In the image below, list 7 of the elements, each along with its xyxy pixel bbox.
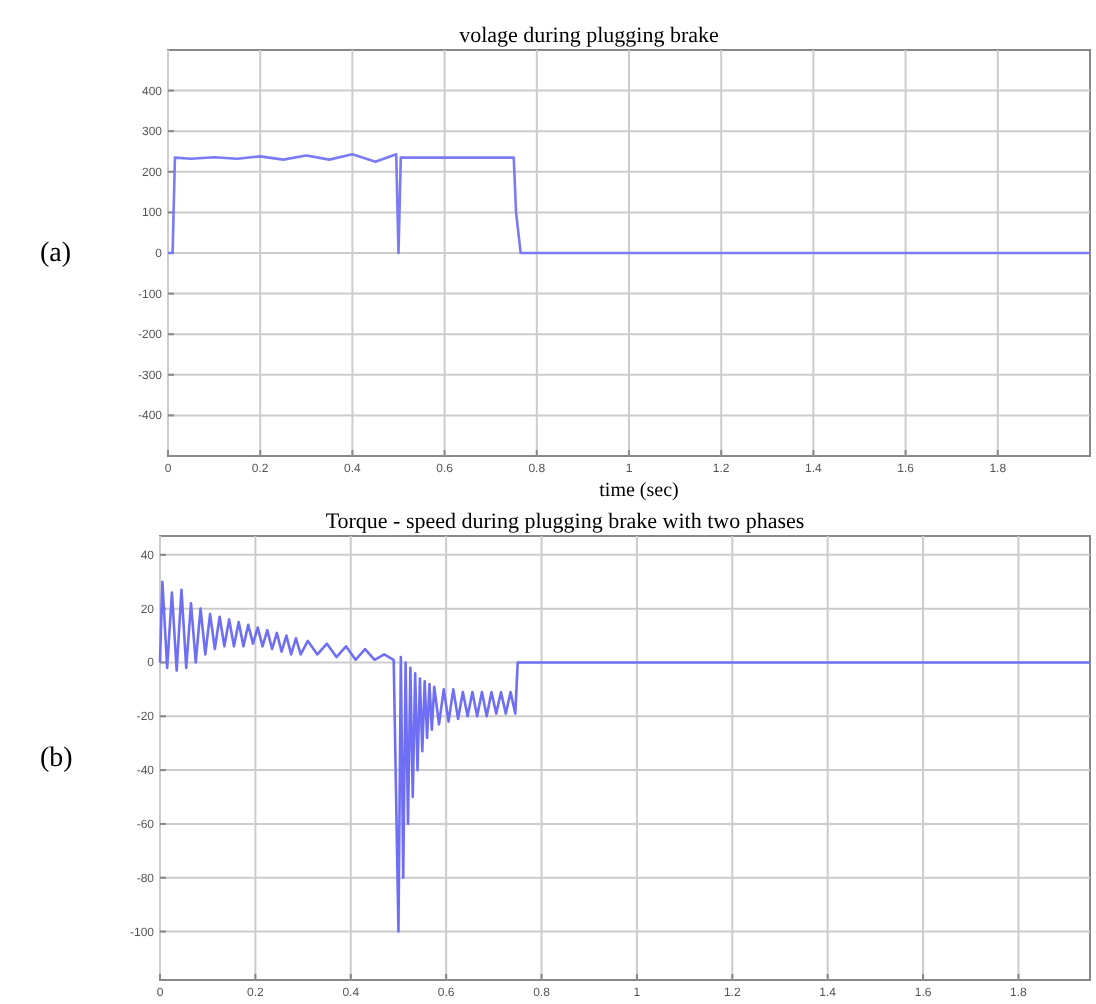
text: (a) <box>40 239 72 269</box>
chart-title: Torque - speed during plugging brake with two phases <box>325 510 805 534</box>
x-axis-title: time (sec) <box>599 480 679 502</box>
line-series <box>158 580 1092 933</box>
chart-title: volage during plugging brake <box>459 24 720 48</box>
text: (b) <box>40 744 74 774</box>
line-series <box>166 153 1092 255</box>
